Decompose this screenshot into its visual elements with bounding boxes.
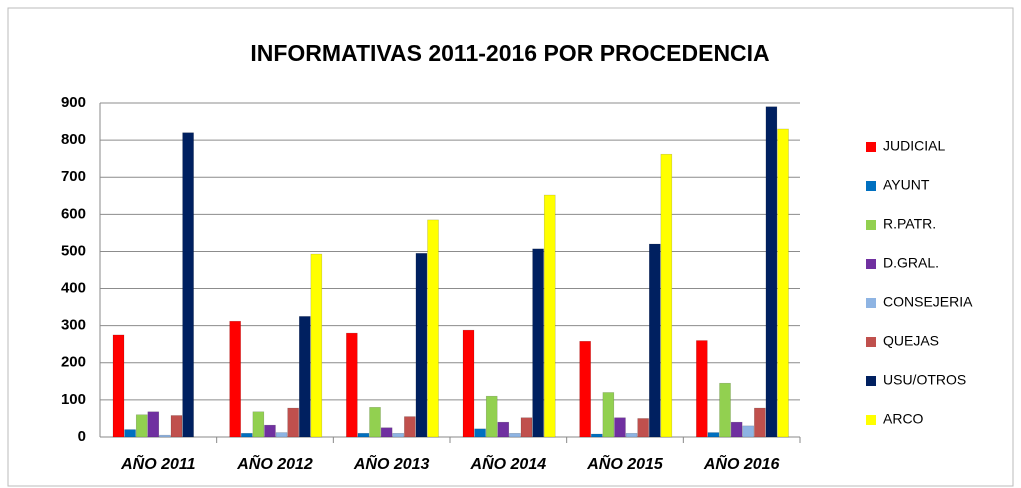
bar <box>765 106 778 438</box>
x-tick-label: AÑO 2015 <box>586 453 664 473</box>
legend-swatch <box>866 376 876 386</box>
y-tick-label: 600 <box>61 205 86 222</box>
bar <box>380 427 393 438</box>
bar <box>346 332 358 438</box>
bar <box>509 433 521 438</box>
bar <box>229 320 241 438</box>
bar <box>707 432 720 438</box>
bar <box>310 253 323 438</box>
x-tick-label: AÑO 2012 <box>236 453 313 473</box>
y-tick-label: 300 <box>61 317 86 334</box>
bar <box>170 415 183 438</box>
bar <box>649 243 661 438</box>
legend-swatch <box>866 298 876 308</box>
bar <box>427 219 439 438</box>
legend-label: ARCO <box>883 411 924 427</box>
y-tick-label: 900 <box>61 94 86 111</box>
bar <box>474 428 486 438</box>
legend-label: AYUNT <box>883 177 930 193</box>
bar <box>462 329 475 438</box>
legend-swatch <box>866 220 876 230</box>
x-tick-label: AÑO 2011 <box>120 453 196 473</box>
bar <box>112 334 125 438</box>
bar <box>124 429 136 438</box>
legend-swatch <box>866 337 876 347</box>
bar <box>159 434 171 438</box>
legend-label: D.GRAL. <box>883 255 939 271</box>
bar <box>520 417 533 438</box>
bar <box>719 382 731 438</box>
bar <box>591 433 603 438</box>
bar <box>392 433 404 438</box>
bar <box>275 432 288 438</box>
bar <box>660 153 673 438</box>
bar <box>264 424 276 438</box>
bar <box>777 128 789 438</box>
bar <box>287 407 299 438</box>
bar <box>299 316 311 438</box>
bar <box>742 425 754 438</box>
bar <box>357 433 370 438</box>
bar <box>147 411 160 438</box>
y-tick-label: 0 <box>78 428 86 445</box>
y-tick-label: 500 <box>61 242 86 259</box>
x-tick-label: AÑO 2014 <box>470 453 547 473</box>
legend-label: USU/OTROS <box>883 372 966 388</box>
bar <box>135 414 148 438</box>
bar <box>614 417 626 438</box>
legend-label: QUEJAS <box>883 333 939 349</box>
legend-swatch <box>866 181 876 191</box>
y-tick-label: 700 <box>61 168 86 185</box>
legend-swatch <box>866 259 876 269</box>
bar <box>369 407 381 438</box>
legend-swatch <box>866 142 876 152</box>
chart-frame <box>7 7 1014 487</box>
bar <box>543 194 556 438</box>
legend-label: CONSEJERIA <box>883 294 973 310</box>
legend-label: R.PATR. <box>883 216 936 232</box>
chart-title: INFORMATIVAS 2011-2016 POR PROCEDENCIA <box>250 40 769 66</box>
bar <box>415 253 428 438</box>
bar <box>485 395 498 438</box>
bar <box>241 433 253 438</box>
bar <box>754 407 766 438</box>
y-tick-label: 200 <box>61 354 86 371</box>
bar <box>252 411 265 438</box>
bar <box>637 418 649 438</box>
bar <box>404 416 416 438</box>
bar <box>579 341 591 438</box>
y-tick-label: 400 <box>61 280 86 297</box>
bar <box>182 132 194 438</box>
y-tick-label: 100 <box>61 391 86 408</box>
x-tick-label: AÑO 2013 <box>353 453 430 473</box>
bar <box>532 248 544 438</box>
legend-swatch <box>866 415 876 425</box>
bar <box>625 433 638 438</box>
bar <box>730 421 743 438</box>
legend-label: JUDICIAL <box>883 138 945 154</box>
bar <box>696 340 708 438</box>
y-tick-label: 800 <box>61 131 86 148</box>
bar <box>497 421 510 438</box>
x-tick-label: AÑO 2016 <box>703 453 780 473</box>
bar <box>602 392 615 438</box>
